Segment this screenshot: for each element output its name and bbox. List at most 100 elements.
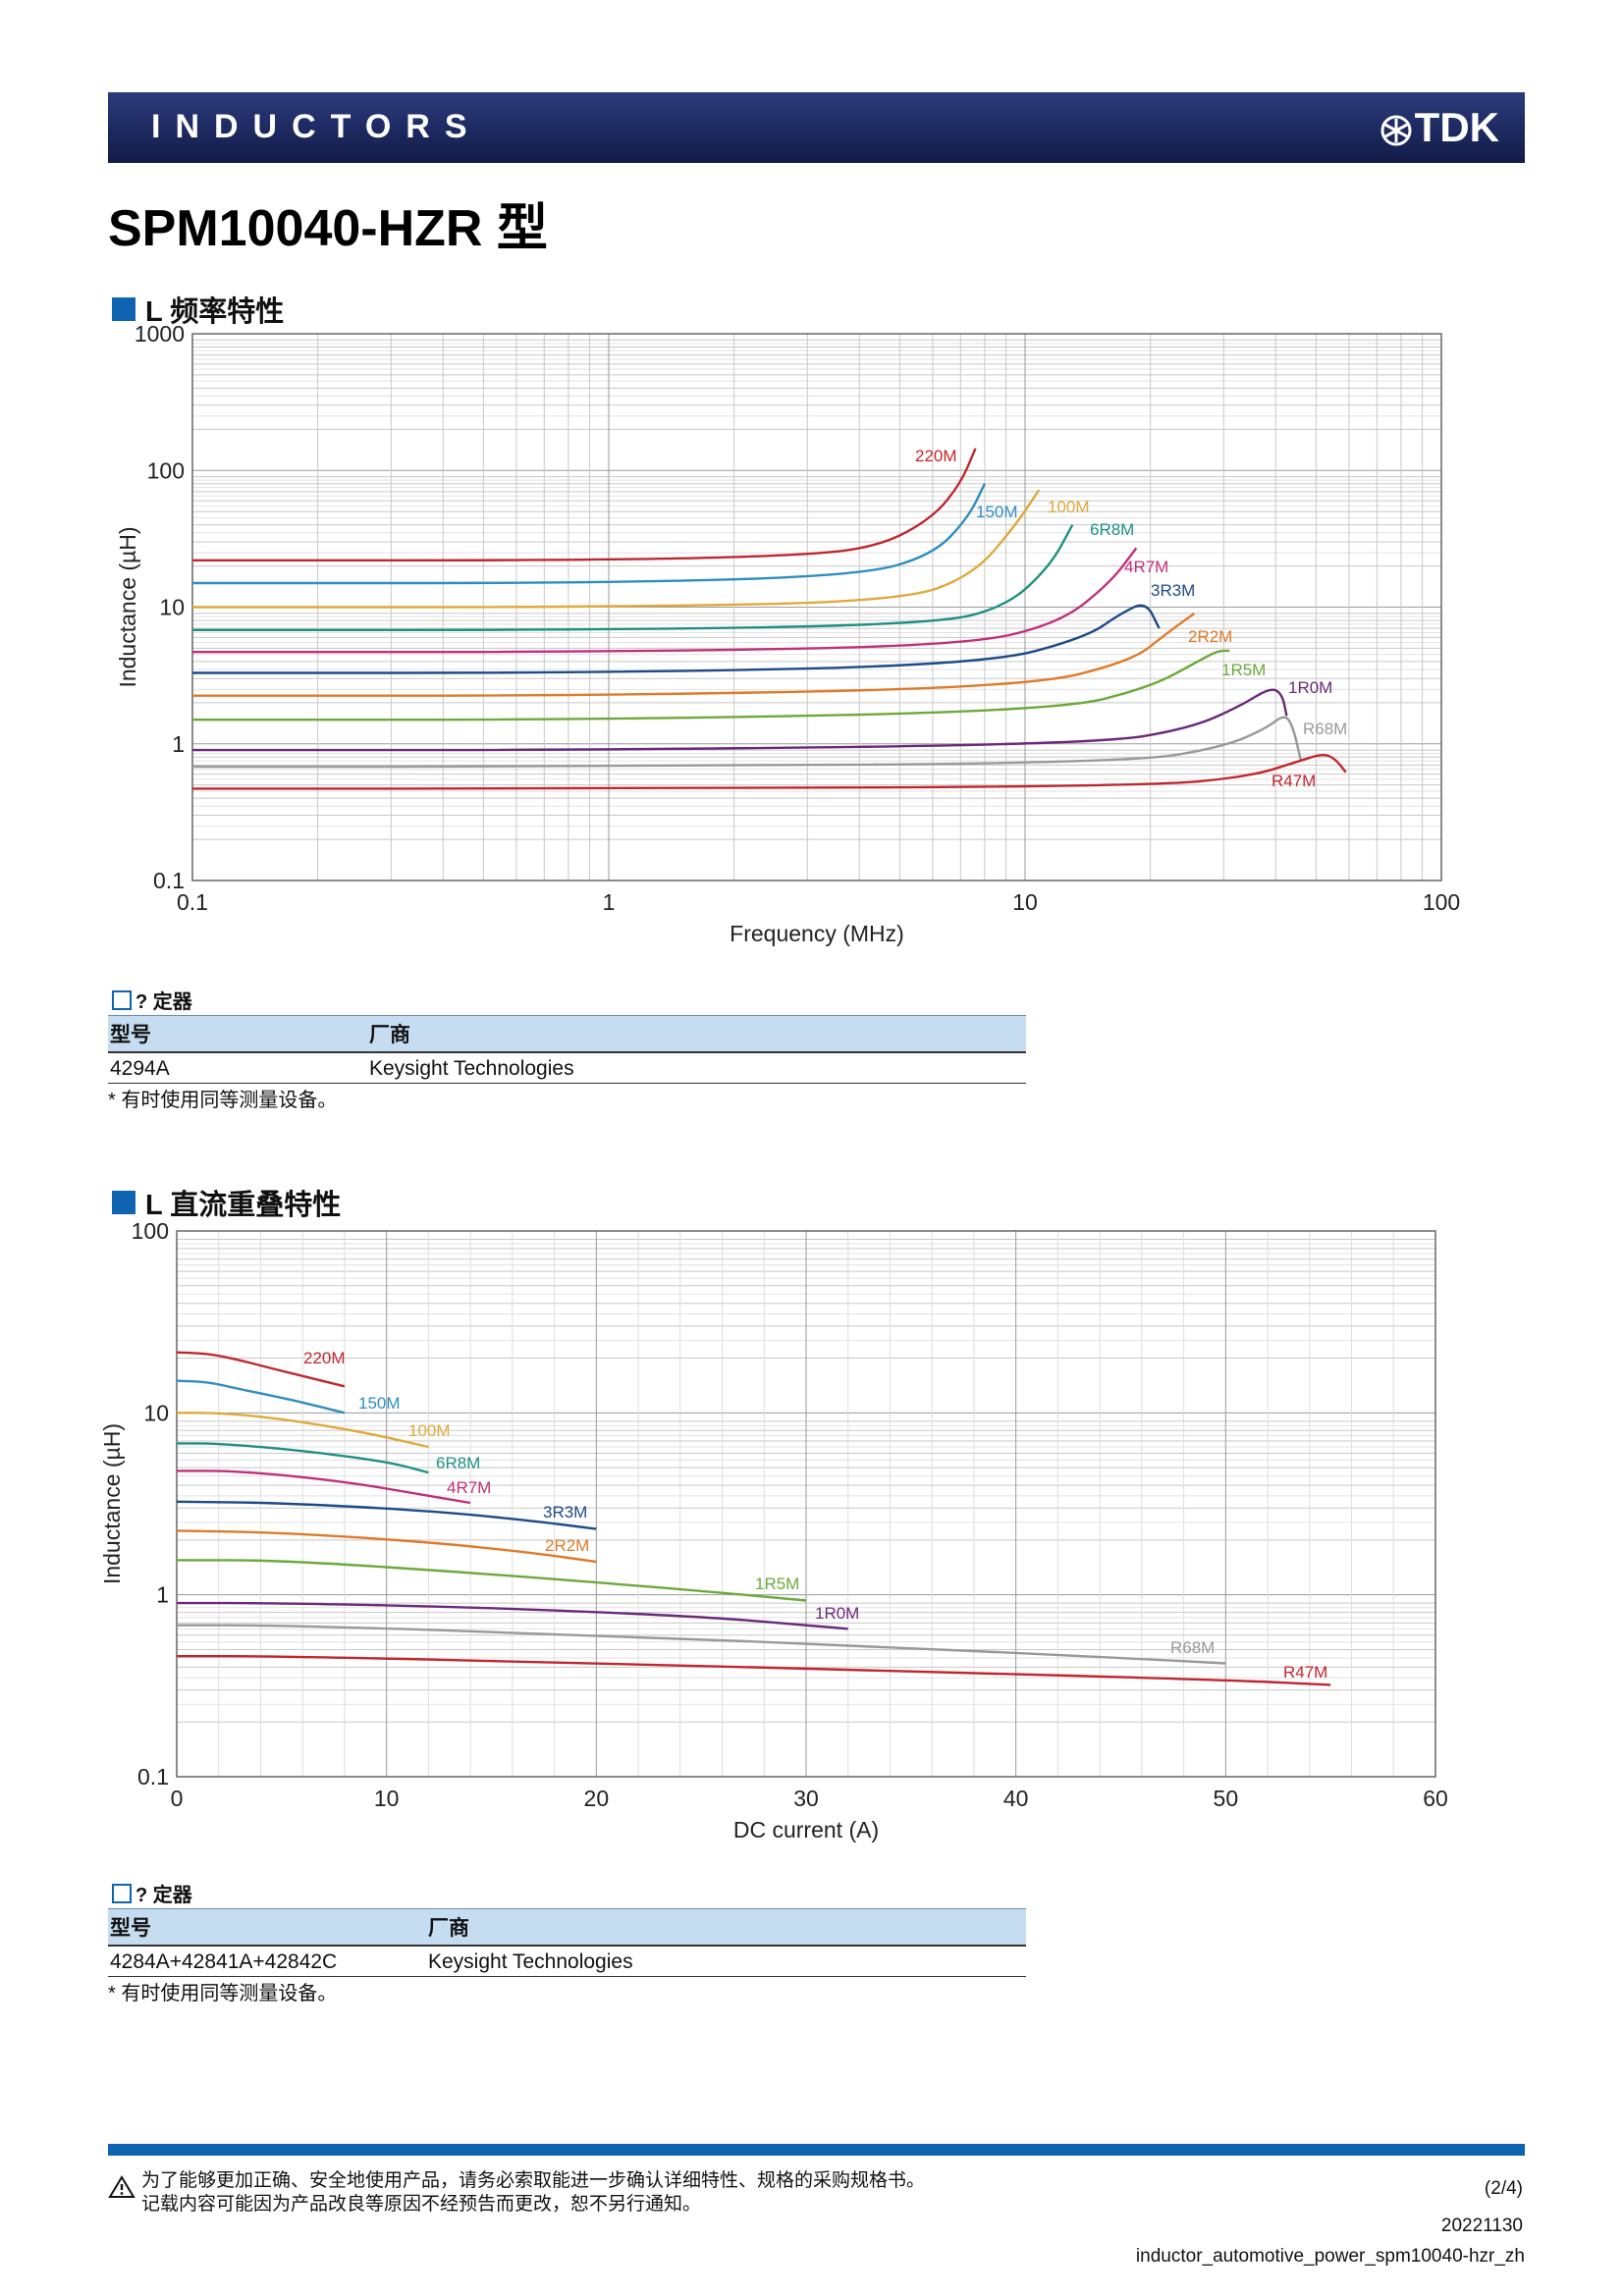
section-marker-icon: [112, 297, 135, 321]
x-axis-label: Frequency (MHz): [730, 921, 904, 946]
series-label-2R2M: 2R2M: [1188, 627, 1232, 646]
x-tick-label: 30: [793, 1786, 819, 1811]
series-line-100M: [192, 489, 1041, 609]
equipment-heading-text: ? 定器: [135, 1885, 192, 1906]
series-line-150M: [176, 1379, 346, 1415]
series-line-100M: [176, 1412, 429, 1449]
series-line-220M: [176, 1351, 346, 1388]
table-cell-model: 4294A: [108, 1052, 367, 1084]
series-line-220M: [192, 448, 977, 562]
series-label-150M: 150M: [358, 1394, 401, 1413]
x-tick-label: 40: [1003, 1786, 1029, 1811]
table-cell-maker: Keysight Technologies: [367, 1052, 1026, 1084]
series-label-100M: 100M: [1048, 498, 1090, 516]
series-line-4R7M: [177, 1469, 471, 1505]
equipment-heading-text: ? 定器: [135, 991, 192, 1013]
brand-name: TDK: [1414, 104, 1499, 150]
series-line-R68M: [177, 1624, 1226, 1665]
table-header-row: 型号 厂商: [108, 1015, 1026, 1053]
series-label-100M: 100M: [408, 1421, 451, 1440]
series-line-2R2M: [176, 1529, 597, 1564]
tdk-logo-icon: [1380, 115, 1412, 146]
table-cell-model: 4284A+42841A+42842C: [108, 1946, 426, 1977]
series-line-1R5M: [177, 1559, 807, 1602]
checkbox-icon: [112, 989, 132, 1010]
section-marker-icon: [112, 1191, 135, 1214]
section1-note: * 有时使用同等测量设备。: [108, 1090, 338, 1111]
series-line-2R2M: [192, 612, 1196, 697]
series-label-220M: 220M: [303, 1349, 346, 1367]
x-tick-label: 60: [1423, 1786, 1448, 1811]
series-line-R47M: [177, 1654, 1331, 1686]
issue-date: 20221130: [1440, 2216, 1523, 2236]
page-info: (2/4) 20221130: [1441, 2170, 1523, 2245]
y-tick-label: 10: [143, 1400, 169, 1425]
y-axis-label: Inductance (µH): [115, 526, 140, 687]
series-label-R68M: R68M: [1303, 720, 1347, 738]
series-label-6R8M: 6R8M: [1090, 520, 1134, 539]
x-axis-label: DC current (A): [733, 1817, 879, 1842]
series-label-4R7M: 4R7M: [447, 1478, 491, 1497]
x-tick-label: 100: [1423, 889, 1460, 915]
footer-bar: [108, 2144, 1525, 2156]
series-label-R47M: R47M: [1271, 772, 1316, 790]
series-label-2R2M: 2R2M: [545, 1536, 589, 1555]
section1-equipment-heading: ? 定器: [112, 986, 192, 1014]
y-tick-label: 0.1: [153, 868, 185, 893]
dc-bias-chart: 0 10 20 30 40 50 60 0.1 1 10 100 DC current (A) Indu…: [99, 1218, 1448, 1842]
series-label-R47M: R47M: [1283, 1663, 1327, 1682]
y-tick-label: 10: [159, 595, 185, 620]
warning-icon: [108, 2175, 135, 2198]
y-tick-label: 1000: [135, 321, 185, 347]
x-tick-label: 1: [603, 889, 616, 915]
x-tick-label: 0.1: [177, 889, 208, 915]
series-label-R68M: R68M: [1170, 1638, 1215, 1657]
page-number: (2/4): [1484, 2178, 1523, 2199]
section1-equipment-table: 型号 厂商 4294A Keysight Technologies: [108, 1015, 1026, 1084]
series-line-1R5M: [192, 649, 1230, 721]
section2-note: * 有时使用同等测量设备。: [108, 1983, 338, 2004]
plot-frame: [176, 1230, 1436, 1778]
page-title: SPM10040-HZR 型: [108, 200, 548, 257]
series-label-1R5M: 1R5M: [1221, 661, 1266, 679]
header-banner: INDUCTORS TDK: [108, 92, 1525, 163]
y-tick-label: 100: [147, 457, 185, 483]
warning-line-2: 记载内容可能因为产品改良等原因不经预告而更改，恕不另行通知。: [141, 2194, 702, 2215]
series-label-3R3M: 3R3M: [543, 1503, 587, 1522]
table-header-model: 型号: [108, 1908, 426, 1947]
x-tick-label: 10: [1012, 889, 1038, 915]
table-cell-maker: Keysight Technologies: [426, 1946, 1026, 1977]
series-label-1R0M: 1R0M: [815, 1604, 859, 1623]
x-tick-label: 10: [374, 1786, 400, 1811]
warning-line-1: 为了能够更加正确、安全地使用产品，请务必索取能进一步确认详细特性、规格的采购规格…: [141, 2170, 926, 2191]
series-line-R47M: [192, 754, 1347, 790]
series-label-6R8M: 6R8M: [436, 1454, 480, 1472]
series-label-1R5M: 1R5M: [755, 1575, 799, 1593]
series-label-3R3M: 3R3M: [1151, 581, 1195, 600]
section1-heading-text: L 频率特性: [145, 296, 285, 328]
table-header-model: 型号: [108, 1015, 367, 1053]
section1-heading: L 频率特性: [112, 289, 284, 330]
footer-warning: 为了能够更加正确、安全地使用产品，请务必索取能进一步确认详细特性、规格的采购规格…: [108, 2169, 925, 2216]
series-label-1R0M: 1R0M: [1288, 678, 1332, 697]
table-header-maker: 厂商: [367, 1015, 1026, 1053]
series-line-150M: [192, 483, 986, 585]
section2-equipment-table: 型号 厂商 4284A+42841A+42842C Keysight Techn…: [108, 1908, 1026, 1977]
series-line-3R3M: [176, 1500, 597, 1530]
y-tick-label: 1: [172, 731, 185, 757]
x-tick-label: 0: [171, 1786, 184, 1811]
file-name: inductor_automotive_power_spm10040-hzr_z…: [1135, 2246, 1525, 2267]
section2-equipment-heading: ? 定器: [112, 1879, 192, 1907]
series-line-1R0M: [177, 1601, 848, 1630]
checkbox-icon: [112, 1883, 132, 1903]
table-row: 4294A Keysight Technologies: [108, 1052, 1026, 1084]
y-tick-label: 100: [132, 1218, 169, 1244]
series-line-R68M: [192, 716, 1303, 769]
table-header-row: 型号 厂商: [108, 1908, 1026, 1947]
section2-heading: L 直流重叠特性: [112, 1182, 341, 1223]
table-header-maker: 厂商: [426, 1908, 1026, 1947]
series-line-4R7M: [192, 547, 1138, 654]
table-row: 4284A+42841A+42842C Keysight Technologie…: [108, 1946, 1026, 1977]
y-axis-label: Inductance (µH): [99, 1423, 125, 1584]
frequency-chart: 0.1 1 10 100 0.1 1 10 100 1000 Frequency (MHz) Ind…: [115, 321, 1460, 946]
